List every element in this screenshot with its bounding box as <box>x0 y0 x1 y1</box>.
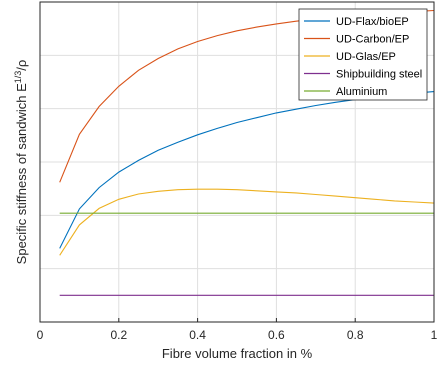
legend-label: Shipbuilding steel <box>336 69 422 81</box>
x-axis-ticks: 0 0.2 0.4 0.6 0.8 1 <box>37 318 438 342</box>
legend-box <box>298 8 428 101</box>
x-tick-label: 1 <box>431 328 438 342</box>
y-axis-label-tail: /ρ <box>14 60 29 71</box>
legend-label: UD-Flax/bioEP <box>336 16 409 28</box>
y-axis-label-main: Specific stiffness of sandwich E <box>14 83 29 264</box>
x-tick-label: 0 <box>37 328 44 342</box>
y-axis-label: Specific stiffness of sandwich E1/3/ρ <box>13 60 29 265</box>
x-tick-label: 0.6 <box>268 328 285 342</box>
plot-frame <box>39 1 435 323</box>
x-axis-label: Fibre volume fraction in % <box>162 346 313 361</box>
legend: UD-Flax/bioEP UD-Carbon/EP UD-Glas/EP Shipb… <box>298 8 428 101</box>
x-tick-label: 0.2 <box>110 328 127 342</box>
legend-label: UD-Glas/EP <box>336 51 396 63</box>
y-axis-label-superscript: 1/3 <box>13 71 23 84</box>
x-tick-label: 0.4 <box>189 328 206 342</box>
legend-label: UD-Carbon/EP <box>336 34 409 46</box>
series-line-ud-glas-ep <box>59 188 435 256</box>
x-tick-label: 0.8 <box>347 328 364 342</box>
legend-label: Aluminium <box>336 86 387 98</box>
